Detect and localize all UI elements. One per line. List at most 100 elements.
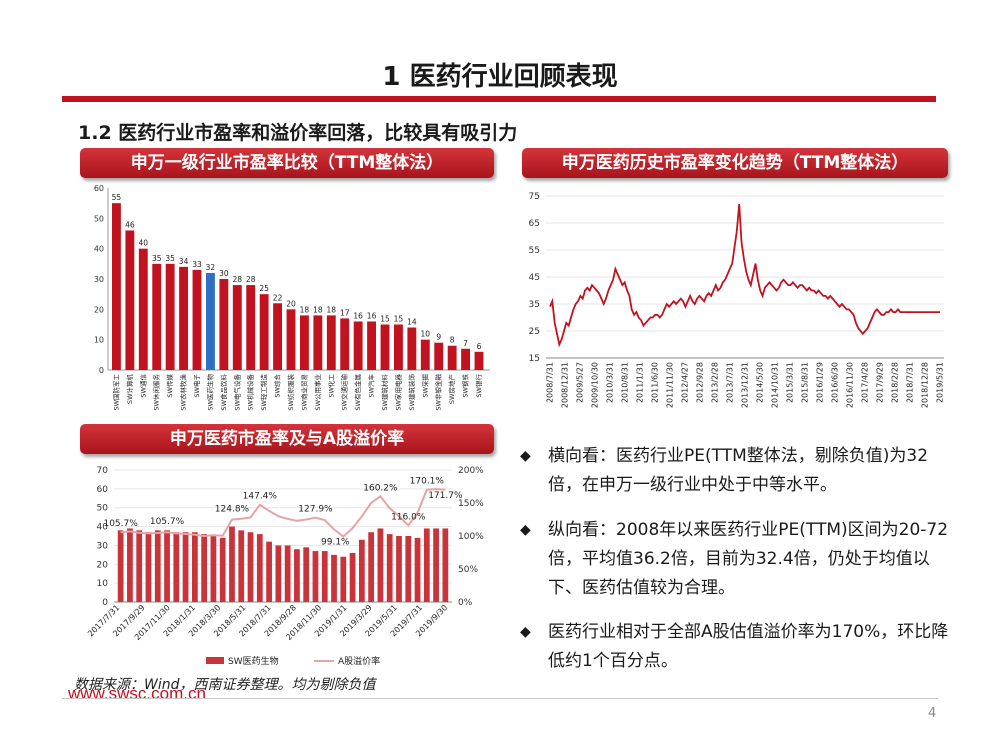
premium-annotation: 127.9% [298,505,333,515]
bar-value-label: 17 [340,308,350,317]
x-tick-label: 2014/5/30 [756,362,765,403]
x-category-label: SW采掘 [420,374,429,398]
premium-annotation: 105.7% [103,519,138,529]
bar [112,203,121,370]
bar-value-label: 46 [125,220,135,229]
banner-premium: 申万医药市盈率及与A股溢价率 [80,424,494,454]
x-tick-label: 2017/9/29 [876,362,885,403]
x-tick-label: 2009/10/30 [591,362,600,408]
x-category-label: SW电气设备 [232,374,241,411]
bar-value-label: 14 [407,318,417,327]
x-category-label: SW国防军工 [111,374,120,411]
x-category-label: SW农林牧渔 [179,374,188,411]
bullet-vertical: ◆ 纵向看：2008年以来医药行业PE(TTM)区间为20-72倍，平均值36.… [520,516,960,603]
premium-line [120,488,446,538]
premium-annotation: 116.0% [391,512,426,522]
x-tick-label: 2018/2/28 [891,362,900,403]
legend-line-label: A股溢价率 [338,655,380,667]
x-tick-label: 2011/11/30 [666,362,675,408]
x-tick-label: 2016/6/30 [831,362,840,403]
pe-bar [219,537,226,602]
pe-bar [340,556,347,602]
y-tick-label: 10 [94,336,104,345]
banner-pe-history: 申万医药历史市盈率变化趋势（TTM整体法） [522,148,948,178]
bar-value-label: 18 [313,305,323,314]
section-subtitle: 1.2 医药行业市盈率和溢价率回落，比较具有吸引力 [78,122,518,144]
x-tick-label: 2013/2/28 [711,362,720,403]
pe-bar [247,532,254,602]
x-tick-label: 2013/12/31 [741,362,750,408]
pe-bar [321,551,328,602]
y-right-tick-label: 50% [458,565,478,575]
bar-value-label: 34 [179,257,189,266]
y-right-tick-label: 100% [458,532,484,542]
footer-divider [62,698,938,699]
pe-bar [201,534,208,602]
pe-bar [229,526,235,602]
bullet-premium: ◆ 医药行业相对于全部A股估值溢价率为170%，环比降低约1个百分点。 [520,618,960,676]
premium-annotation: 160.2% [363,483,398,493]
y-left-tick-label: 0 [102,598,108,608]
x-category-label: SW非银金融 [434,374,443,411]
x-tick-label: 2015/8/31 [801,362,810,403]
y-tick-label: 15 [529,354,540,364]
bar [353,321,363,370]
y-tick-label: 0 [99,366,104,375]
bar [219,279,229,370]
pe-bar [349,552,356,602]
pe-bar [182,532,189,602]
x-tick-label: 2015/3/31 [786,362,795,403]
bar [286,309,296,370]
bar-value-label: 22 [273,293,283,302]
pe-bar [266,541,272,602]
page-number: 4 [928,706,937,721]
y-tick-label: 30 [94,275,104,284]
pe-history-line [549,204,940,348]
bar [394,324,403,370]
pe-bar [238,530,245,602]
x-tick-label: 2012/9/28 [696,362,705,403]
bar [232,285,242,370]
bar-value-label: 15 [394,315,404,324]
premium-annotation: 105.7% [150,517,185,527]
bar-value-label: 40 [139,239,149,248]
pe-bar [191,532,198,602]
pe-bar [414,537,421,602]
pe-bar [294,549,300,602]
y-tick-label: 65 [529,219,540,229]
x-category-label: SW综合 [273,374,282,398]
bar-value-label: 30 [219,269,229,278]
y-left-tick-label: 40 [97,523,109,533]
bar [273,303,283,370]
pe-bar [117,530,124,602]
bar [461,348,471,370]
x-tick-label: 2017/4/28 [861,362,870,403]
y-left-tick-label: 60 [97,485,109,495]
legend-bar-label: SW医药生物 [228,655,279,667]
bar-value-label: 25 [259,284,269,293]
bullet-text: 横向看：医药行业PE(TTM整体法，剔除负值)为32倍，在申万一级行业中处于中等… [548,446,929,495]
x-tick-label: 2013/7/31 [726,362,735,403]
y-left-tick-label: 70 [97,466,109,476]
pe-bar [386,534,393,602]
x-tick-label: 2008/12/31 [561,362,570,408]
y-tick-label: 25 [529,327,540,337]
bar-value-label: 28 [233,275,243,284]
pe-bar [136,530,143,602]
x-category-label: SW银行 [474,374,483,398]
y-tick-label: 20 [94,305,104,314]
bar-value-label: 9 [436,333,441,342]
bar [259,294,269,370]
x-category-label: SW通信 [138,374,147,398]
x-category-label: SW建筑材料 [380,374,389,411]
bar-value-label: 32 [206,263,216,272]
x-category-label: SW计算机 [125,374,134,405]
pe-bar [368,532,375,602]
bar-value-label: 10 [421,330,431,339]
pe-compare-chart: 0 10 20 30 40 50 60 55 SW国防军工 46 SW计算机 40 SW通信 35 SW休闲… [94,184,490,411]
y-left-tick-label: 20 [97,560,109,570]
x-category-label: SW食品饮料 [219,374,228,411]
pe-bar [164,530,170,602]
x-category-label: SW休闲服务 [152,374,161,411]
pe-history-chart: 15 25 35 45 55 65 75 2008/7/31 2008/12/31 2009/5/… [529,192,945,408]
